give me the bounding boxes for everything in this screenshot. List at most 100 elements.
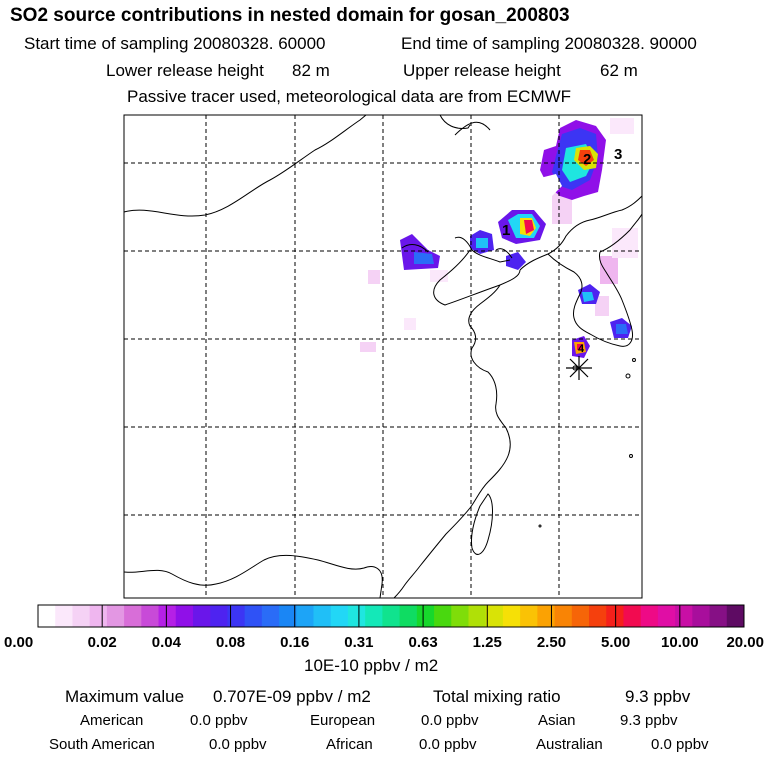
coastline — [495, 248, 513, 259]
plume-north-gap — [540, 174, 562, 196]
receptor-star-icon — [566, 356, 592, 380]
coastline-korea — [547, 251, 633, 347]
colorbar-swatch — [416, 605, 435, 627]
plume-mid-core — [476, 238, 488, 248]
colorbar-swatch — [227, 605, 246, 627]
colorbar-swatch — [313, 605, 332, 627]
colorbar-swatch — [726, 605, 745, 627]
plume-korea-north-core — [582, 292, 594, 302]
tracer-note: Passive tracer used, meteorological data… — [127, 87, 572, 106]
colorbar-swatch — [485, 605, 504, 627]
plume-north-red — [578, 150, 594, 166]
total-value: 9.3 ppbv — [625, 687, 691, 706]
region-value: 0.0 ppbv — [209, 736, 267, 753]
coastline — [454, 236, 511, 263]
lower-release-label: Lower release height — [106, 61, 264, 80]
coastline — [519, 195, 643, 271]
plume-korea-south-core — [616, 324, 628, 334]
colorbar-tick-label: 0.63 — [408, 634, 437, 651]
colorbar-swatch — [38, 605, 56, 627]
island — [632, 358, 636, 362]
map-title: SO2 source contributions in nested domai… — [10, 5, 570, 26]
colorbar-swatch — [554, 605, 573, 627]
plume-cell — [600, 256, 618, 284]
colorbar-swatch — [330, 605, 349, 627]
colorbar — [37, 604, 745, 628]
taiwan — [471, 493, 493, 555]
colorbar-unit: 10E-10 ppbv / m2 — [304, 656, 439, 675]
lower-release-value: 82 m — [292, 61, 330, 80]
colorbar-tick-label: 20.00 — [726, 634, 764, 651]
colorbar-swatch — [399, 605, 418, 627]
colorbar-tick-label: 2.50 — [537, 634, 566, 651]
colorbar-swatch — [382, 605, 401, 627]
region-name: African — [326, 736, 373, 753]
colorbar-tick-label: 0.04 — [152, 634, 182, 651]
island — [625, 373, 631, 379]
colorbar-tick-label: 0.31 — [344, 634, 373, 651]
colorbar-swatch — [279, 605, 297, 627]
upper-release-label: Upper release height — [403, 61, 561, 80]
region-name: South American — [49, 736, 155, 753]
colorbar-swatch — [502, 605, 521, 627]
colorbar-swatch — [261, 605, 280, 627]
colorbar-swatch — [89, 605, 108, 627]
colorbar-swatch — [589, 605, 607, 627]
colorbar-swatch — [657, 605, 676, 627]
border-line — [123, 114, 367, 217]
plume-west-core — [414, 252, 434, 264]
plume-cell — [368, 270, 380, 284]
colorbar-swatch — [210, 605, 228, 627]
colorbar-swatch — [72, 605, 91, 627]
site-label-1: 1 — [502, 222, 510, 239]
colorbar-tick-label: 0.16 — [280, 634, 309, 651]
border-line — [439, 114, 471, 129]
colorbar-swatch — [709, 605, 728, 627]
colorbar-swatch — [434, 605, 452, 627]
colorbar-swatch — [192, 605, 211, 627]
colorbar-tick-label: 0.08 — [216, 634, 245, 651]
colorbar-swatch — [640, 605, 659, 627]
end-time: End time of sampling 20080328. 90000 — [401, 34, 697, 53]
colorbar-tick-label: 5.00 — [601, 634, 630, 651]
colorbar-swatch — [158, 605, 177, 627]
site-label-4: 4 — [578, 343, 585, 355]
region-name: American — [80, 712, 144, 729]
colorbar-tick-label: 0.02 — [88, 634, 117, 651]
colorbar-tick-label: 1.25 — [473, 634, 502, 651]
plume-cell — [430, 270, 448, 282]
plume-layer — [360, 118, 638, 358]
colorbar-swatch — [692, 605, 711, 627]
colorbar-swatch — [175, 605, 194, 627]
border-line — [454, 121, 491, 136]
region-value: 0.0 ppbv — [190, 712, 248, 729]
max-value: 0.707E-09 ppbv / m2 — [213, 687, 371, 706]
plume-cell — [404, 318, 416, 330]
island — [538, 524, 542, 528]
colorbar-swatch — [365, 605, 383, 627]
site-label-3: 3 — [614, 146, 622, 163]
colorbar-swatch — [55, 605, 73, 627]
region-name: Asian — [538, 712, 576, 729]
region-value: 0.0 ppbv — [651, 736, 709, 753]
colorbar-swatch — [124, 605, 142, 627]
map-panel: 1 2 3 4 — [123, 114, 643, 599]
start-time: Start time of sampling 20080328. 60000 — [24, 34, 326, 53]
colorbar-swatch — [571, 605, 590, 627]
coastline — [401, 244, 429, 253]
upper-release-value: 62 m — [600, 61, 638, 80]
graticule — [124, 115, 642, 598]
island — [629, 454, 633, 458]
colorbar-tick-label: 10.00 — [661, 634, 699, 651]
colorbar-swatch — [675, 605, 693, 627]
region-name: European — [310, 712, 376, 729]
region-value: 9.3 ppbv — [620, 712, 678, 729]
site-label-2: 2 — [583, 151, 591, 168]
border-line — [123, 554, 383, 599]
colorbar-tick-label: 0.00 — [4, 634, 33, 651]
colorbar-swatch — [347, 605, 366, 627]
coastline — [433, 249, 521, 306]
colorbar-ticks: 0.00 0.02 0.04 0.08 0.16 0.31 0.63 1.25 2.50 5.00… — [4, 605, 764, 651]
colorbar-swatch — [451, 605, 469, 627]
